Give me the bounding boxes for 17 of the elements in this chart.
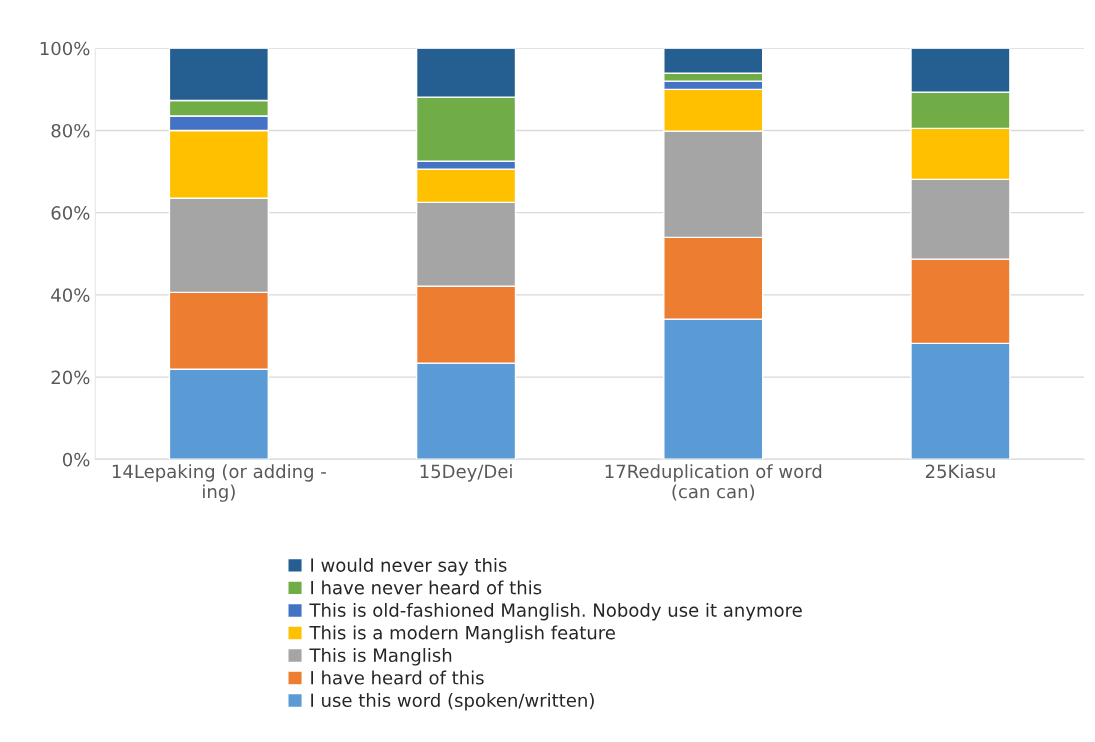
x-tick-label: 25Kiasu [925,464,995,479]
legend-label: I have never heard of this [311,580,542,595]
legend-label: This is old-fashioned Manglish. Nobody use it anymore [309,602,802,621]
y-tick-label: 40% [51,288,90,302]
legend-label: This is Manglish [309,648,452,666]
x-tick-label: 17Reduplication of word (can can) [605,464,822,501]
legend-label: I would never say this [311,557,507,576]
y-tick-label: 80% [51,123,90,138]
x-tick-label: 15Dey/Dei [420,464,512,482]
y-tick-label: 60% [51,206,90,220]
y-tick-label: 100% [40,41,90,56]
legend-label: This is a modern Manglish feature [309,625,615,643]
legend-label: I use this word (spoken/written) [311,693,594,711]
y-tick-label: 20% [51,370,90,385]
x-tick-label: 14Lepaking (or adding - ing) [112,464,326,502]
legend-label: I have heard of this [311,670,484,685]
y-tick-label: 0% [62,452,90,467]
